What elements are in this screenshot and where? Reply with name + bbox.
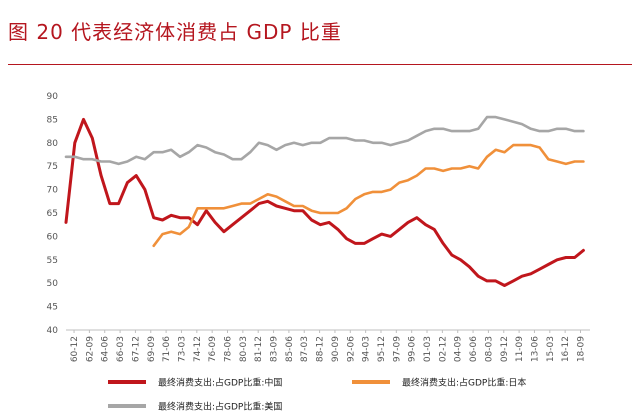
- legend-label-0: 最终消费支出:占GDP比重:中国: [158, 377, 282, 389]
- chart-axes: 40 45 50 55 60 65 70 75 80 85 90 60-12 62-09 64-06 66-…: [47, 92, 590, 362]
- x-tick-label: 99-06: [408, 336, 418, 362]
- series-layer: [64, 115, 585, 287]
- x-tick-label: 67-12: [131, 336, 141, 362]
- x-tick-label: 66-03: [116, 336, 126, 362]
- y-tick-label: 75: [47, 162, 58, 172]
- x-tick-label: 64-06: [101, 336, 111, 362]
- x-tick-label: 69-09: [147, 336, 157, 362]
- y-tick-label: 40: [47, 326, 59, 336]
- x-tick-label: 04-09: [454, 336, 464, 362]
- x-tick-label: 97-09: [392, 336, 402, 362]
- legend-label-2: 最终消费支出:占GDP比重:美国: [158, 401, 282, 413]
- y-tick-label: 70: [47, 186, 59, 196]
- y-tick-label: 80: [47, 139, 59, 149]
- chart-legend: 最终消费支出:占GDP比重:中国 最终消费支出:占GDP比重:日本最终消费支出:占…: [108, 377, 526, 413]
- y-tick-label: 55: [47, 256, 58, 266]
- x-tick-label: 87-03: [300, 336, 310, 362]
- x-tick-label: 73-03: [177, 336, 187, 362]
- x-tick-label: 80-03: [239, 336, 249, 362]
- chart-title: 图 20 代表经济体消费占 GDP 比重: [8, 20, 342, 44]
- legend-label-1: 最终消费支出:占GDP比重:日本: [402, 377, 526, 389]
- x-tick-label: 60-12: [70, 336, 80, 362]
- series-line-0: [64, 117, 585, 287]
- x-tick-label: 01-03: [423, 336, 433, 362]
- x-tick-label: 18-09: [576, 336, 586, 362]
- y-tick-label: 65: [47, 209, 58, 219]
- x-tick-label: 09-12: [500, 336, 510, 362]
- x-tick-label: 92-06: [346, 336, 356, 362]
- x-tick-label: 95-12: [377, 336, 387, 362]
- x-tick-label: 78-06: [224, 336, 234, 362]
- x-tick-label: 08-03: [484, 336, 494, 362]
- x-tick-label: 88-12: [316, 336, 326, 362]
- series-line-1: [152, 143, 585, 248]
- x-tick-label: 16-12: [561, 336, 571, 362]
- x-tick-label: 74-12: [193, 336, 203, 362]
- y-tick-label: 50: [47, 279, 59, 289]
- x-tick-label: 15-03: [546, 336, 556, 362]
- x-tick-label: 62-09: [85, 336, 95, 362]
- series-line-2: [64, 115, 585, 166]
- x-tick-label: 94-03: [362, 336, 372, 362]
- y-tick-label: 60: [47, 232, 59, 242]
- x-tick-label: 71-06: [162, 336, 172, 362]
- x-tick-label: 81-12: [254, 336, 264, 362]
- x-tick-label: 85-06: [285, 336, 295, 362]
- x-tick-label: 02-12: [438, 336, 448, 362]
- y-tick-label: 85: [47, 115, 58, 125]
- x-tick-label: 76-09: [208, 336, 218, 362]
- y-tick-label: 90: [47, 92, 59, 102]
- x-tick-label: 06-06: [469, 336, 479, 362]
- x-tick-label: 11-09: [515, 336, 525, 362]
- y-tick-label: 45: [47, 303, 58, 313]
- x-tick-label: 13-06: [530, 336, 540, 362]
- x-tick-label: 90-09: [331, 336, 341, 362]
- x-tick-label: 83-09: [270, 336, 280, 362]
- title-divider: [8, 64, 632, 65]
